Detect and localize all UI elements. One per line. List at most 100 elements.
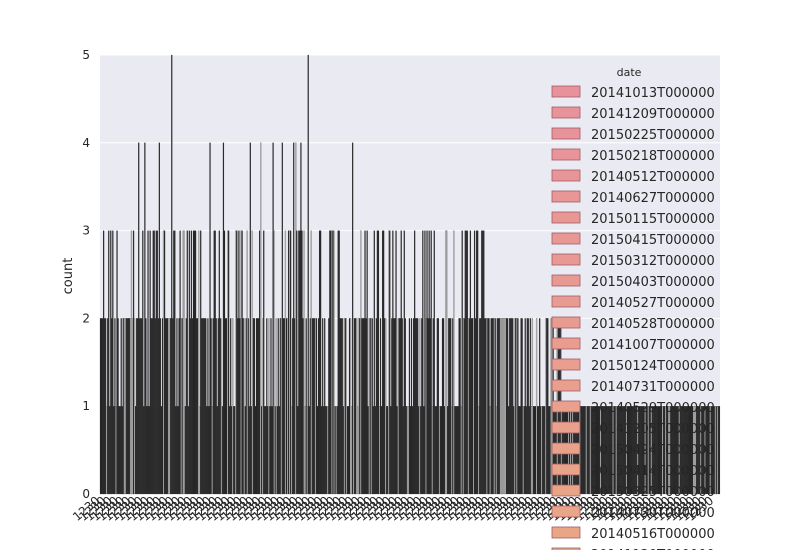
bar bbox=[484, 318, 486, 495]
bar bbox=[334, 406, 336, 495]
bar bbox=[151, 318, 153, 495]
bar bbox=[189, 318, 191, 495]
bar bbox=[360, 230, 362, 495]
bar bbox=[116, 230, 118, 495]
bar bbox=[536, 406, 539, 495]
bar bbox=[284, 230, 287, 495]
bar bbox=[448, 318, 450, 495]
bar bbox=[369, 318, 371, 495]
bar bbox=[183, 230, 185, 495]
bar bbox=[178, 318, 180, 495]
bar bbox=[299, 230, 301, 495]
bar bbox=[430, 230, 432, 495]
bar bbox=[427, 318, 429, 495]
bar bbox=[580, 406, 582, 495]
bar bbox=[467, 318, 469, 495]
bar bbox=[422, 230, 424, 495]
bar bbox=[487, 318, 489, 495]
bar bbox=[339, 318, 341, 495]
bar bbox=[359, 318, 361, 495]
legend-swatch bbox=[551, 85, 581, 98]
bar bbox=[482, 230, 484, 495]
bar bbox=[144, 142, 146, 495]
bar bbox=[254, 406, 257, 495]
bar bbox=[117, 318, 119, 495]
bar bbox=[511, 318, 513, 495]
bar bbox=[111, 318, 113, 495]
bar bbox=[361, 318, 363, 495]
bar bbox=[545, 318, 547, 495]
bar bbox=[269, 406, 271, 495]
legend-swatch bbox=[551, 253, 581, 266]
bar bbox=[352, 142, 354, 495]
bar bbox=[509, 318, 511, 495]
bar bbox=[132, 230, 135, 495]
bar bbox=[221, 406, 224, 495]
bar bbox=[404, 318, 406, 495]
bar bbox=[219, 318, 221, 495]
bar bbox=[382, 230, 384, 495]
bar bbox=[108, 230, 110, 495]
bar bbox=[236, 230, 238, 495]
bar bbox=[316, 406, 319, 495]
bar bbox=[393, 318, 395, 495]
bar bbox=[136, 318, 138, 495]
bar bbox=[587, 406, 589, 495]
legend-swatch bbox=[551, 337, 581, 350]
legend-swatch bbox=[551, 526, 581, 539]
bar bbox=[375, 318, 377, 495]
bar bbox=[513, 406, 515, 495]
legend-entry-label: 20140529T000000 bbox=[591, 401, 715, 416]
bar bbox=[491, 318, 493, 495]
bar bbox=[240, 230, 242, 495]
bar bbox=[512, 318, 514, 495]
bar bbox=[358, 318, 360, 495]
bar bbox=[154, 318, 156, 495]
bar bbox=[493, 318, 495, 495]
bar bbox=[211, 406, 213, 495]
legend-swatch bbox=[551, 421, 581, 434]
bar bbox=[101, 318, 104, 495]
bar bbox=[232, 318, 234, 495]
bar bbox=[489, 406, 491, 495]
bar bbox=[238, 230, 240, 495]
bar bbox=[102, 230, 105, 495]
bar bbox=[266, 318, 268, 495]
bar bbox=[346, 406, 349, 495]
bar bbox=[413, 318, 415, 495]
bar bbox=[525, 406, 527, 495]
bar bbox=[162, 230, 165, 495]
bar bbox=[134, 318, 136, 495]
bar bbox=[109, 406, 111, 495]
bar bbox=[114, 318, 116, 495]
bar bbox=[304, 406, 306, 495]
bar bbox=[344, 318, 346, 495]
bar bbox=[386, 406, 388, 495]
bar bbox=[175, 406, 177, 495]
bar bbox=[475, 318, 477, 495]
bar bbox=[426, 230, 428, 495]
bar bbox=[184, 406, 186, 495]
bar bbox=[295, 142, 297, 495]
bar bbox=[371, 318, 373, 495]
bar bbox=[437, 318, 439, 495]
bar bbox=[523, 406, 525, 495]
bar bbox=[149, 230, 151, 495]
bar bbox=[534, 406, 537, 495]
bar bbox=[129, 318, 132, 495]
bar bbox=[223, 230, 226, 495]
bar bbox=[533, 406, 536, 495]
bar bbox=[415, 318, 417, 495]
bar bbox=[498, 318, 500, 495]
bar bbox=[459, 318, 461, 495]
bar bbox=[248, 406, 250, 495]
bar bbox=[213, 230, 215, 495]
bar bbox=[345, 318, 348, 495]
bar bbox=[139, 318, 141, 495]
bar bbox=[303, 230, 305, 495]
legend-title: date bbox=[617, 66, 642, 79]
bar bbox=[476, 230, 478, 495]
bar bbox=[301, 230, 303, 495]
bar bbox=[541, 406, 543, 495]
bar bbox=[582, 406, 584, 495]
